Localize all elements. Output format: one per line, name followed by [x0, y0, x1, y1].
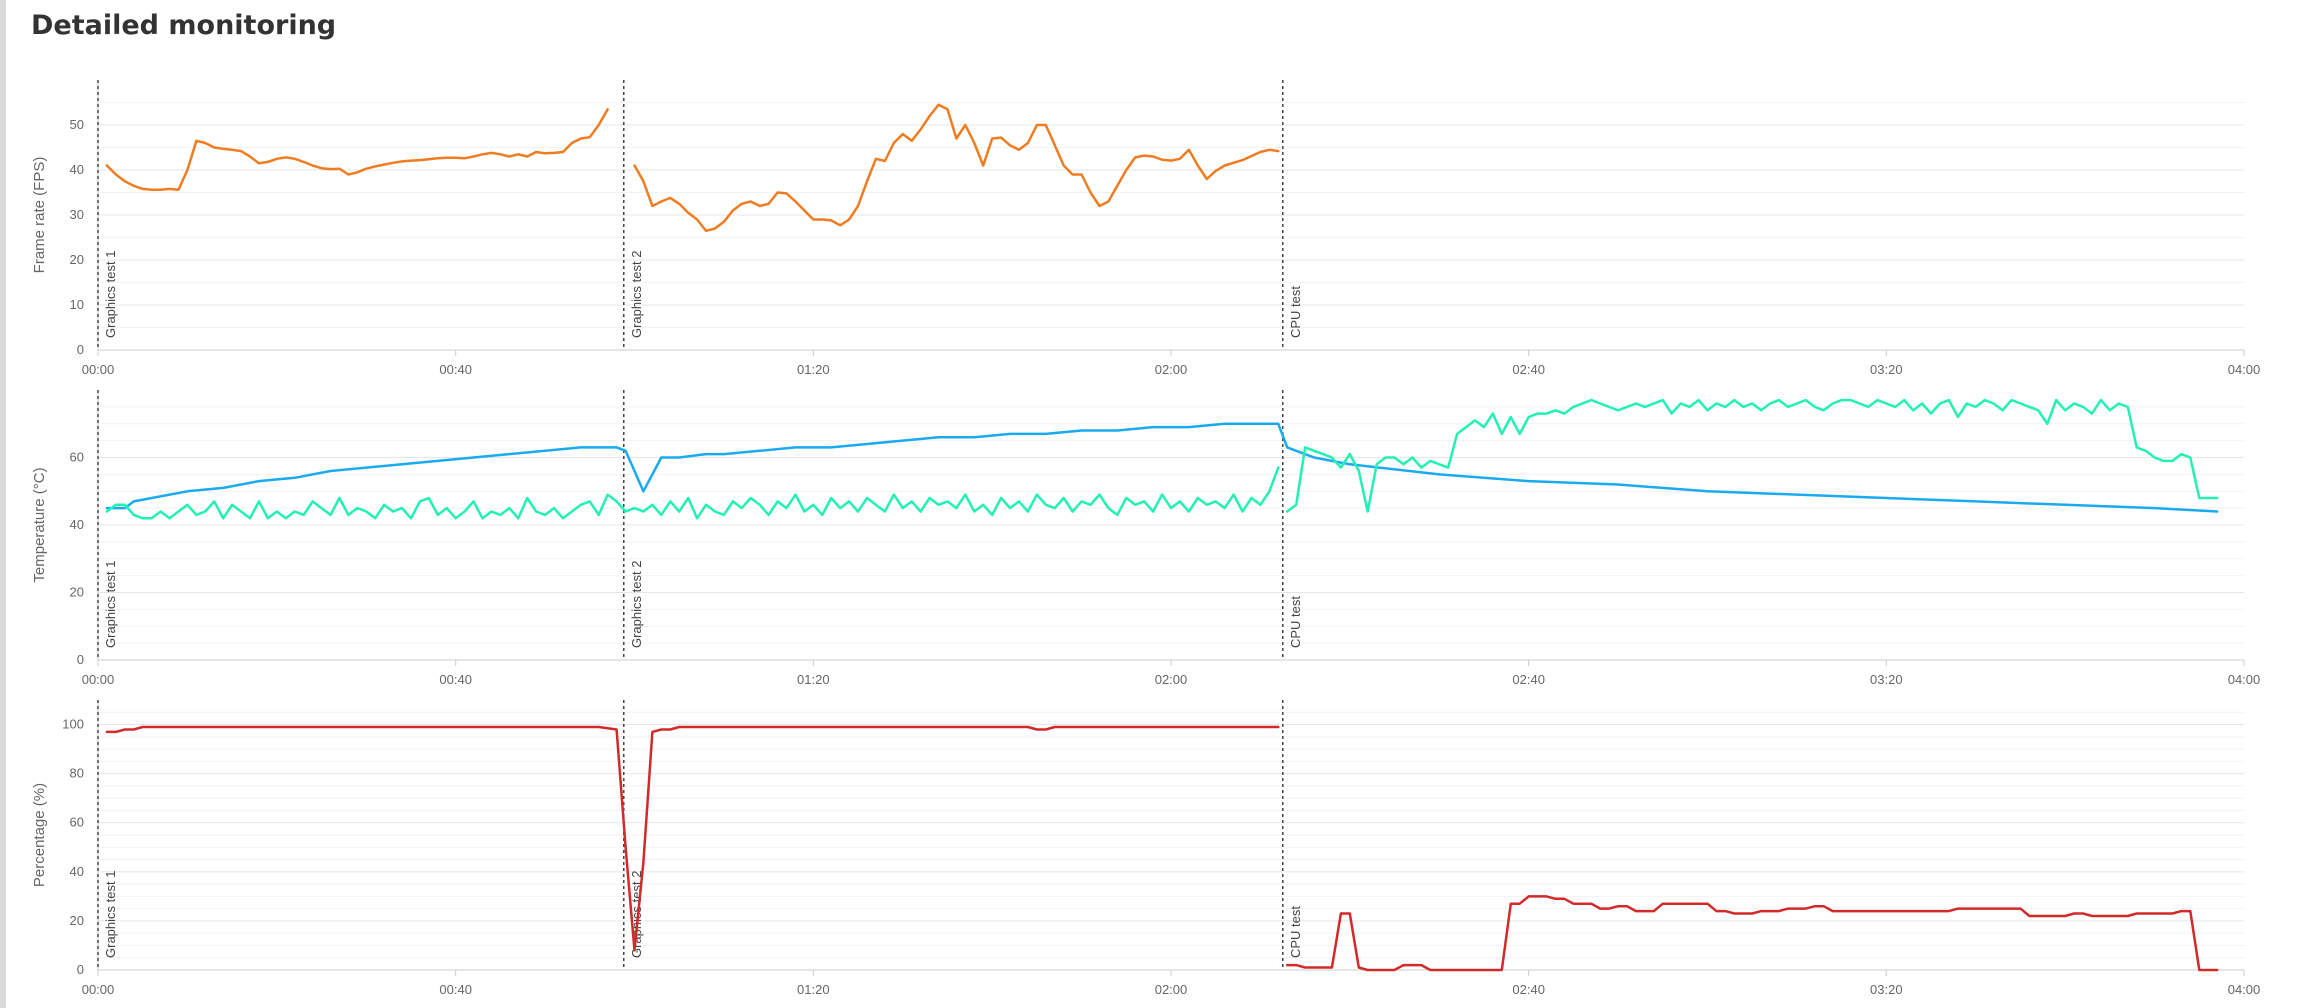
y-tick-label: 0 [77, 342, 84, 357]
chart-3: 0 20 40 60 80 100 00:00 00:40 01:20 02:00 02:40 03:… [31, 700, 2260, 997]
test-marker-label: Graphics test 2 [629, 251, 644, 338]
x-tick-label: 00:00 [82, 672, 115, 687]
y-tick-label: 0 [77, 962, 84, 977]
x-tick-label: 03:20 [1870, 672, 1903, 687]
y-tick-label: 60 [70, 815, 84, 830]
y-tick-label: 50 [70, 117, 84, 132]
x-tick-label: 02:40 [1512, 362, 1545, 377]
x-tick-label: 03:20 [1870, 982, 1903, 997]
chart-2: 0 20 40 60 00:00 00:40 01:20 02:00 02:40 03:20 04:… [31, 390, 2260, 687]
x-tick-label: 02:00 [1155, 362, 1188, 377]
series-1-line-segment-2 [1285, 895, 2219, 972]
x-tick-label: 00:00 [82, 982, 115, 997]
x-tick-label: 01:20 [797, 672, 830, 687]
test-marker-label: CPU test [1288, 286, 1303, 338]
series-2-line-segment-1 [105, 466, 1280, 520]
x-tick-label: 04:00 [2228, 672, 2261, 687]
test-marker-label: CPU test [1288, 906, 1303, 958]
x-tick-label: 04:00 [2228, 362, 2261, 377]
test-marker-label: Graphics test 1 [103, 871, 118, 958]
y-tick-label: 20 [70, 585, 84, 600]
series-1-line-segment-2 [633, 103, 1280, 233]
y-axis-label: Percentage (%) [31, 783, 48, 887]
x-tick-label: 03:20 [1870, 362, 1903, 377]
test-marker-label: Graphics test 1 [103, 561, 118, 648]
x-tick-label: 01:20 [797, 982, 830, 997]
x-tick-label: 02:40 [1512, 672, 1545, 687]
x-tick-label: 02:00 [1155, 672, 1188, 687]
x-tick-label: 01:20 [797, 362, 830, 377]
y-axis-label: Temperature (°C) [31, 467, 48, 582]
x-tick-label: 00:00 [82, 362, 115, 377]
series-1-line-segment-1 [105, 108, 609, 192]
x-tick-label: 00:40 [439, 362, 472, 377]
x-tick-label: 04:00 [2228, 982, 2261, 997]
test-marker-label: Graphics test 2 [629, 561, 644, 648]
y-tick-label: 80 [70, 766, 84, 781]
x-tick-label: 02:40 [1512, 982, 1545, 997]
y-tick-label: 10 [70, 297, 84, 312]
y-tick-label: 30 [70, 207, 84, 222]
series-1-line-segment-1 [105, 422, 2219, 513]
y-tick-label: 20 [70, 252, 84, 267]
page-title: Detailed monitoring [31, 10, 337, 41]
test-marker-label: CPU test [1288, 596, 1303, 648]
x-tick-label: 02:00 [1155, 982, 1188, 997]
y-tick-label: 0 [77, 652, 84, 667]
series-2-line-segment-2 [1285, 398, 2219, 513]
y-axis-label: Frame rate (FPS) [31, 157, 48, 274]
test-marker-label: Graphics test 1 [103, 251, 118, 338]
y-tick-label: 40 [70, 864, 84, 879]
series-1-line-segment-1 [105, 725, 1280, 952]
chart-1: 0 10 20 30 40 50 00:00 00:40 01:20 02:00 02:40 03:2… [31, 80, 2260, 377]
y-tick-label: 100 [62, 717, 84, 732]
y-tick-label: 20 [70, 913, 84, 928]
y-tick-label: 60 [70, 450, 84, 465]
y-tick-label: 40 [70, 517, 84, 532]
y-tick-label: 40 [70, 162, 84, 177]
x-tick-label: 00:40 [439, 982, 472, 997]
left-border [0, 0, 6, 1008]
x-tick-label: 00:40 [439, 672, 472, 687]
